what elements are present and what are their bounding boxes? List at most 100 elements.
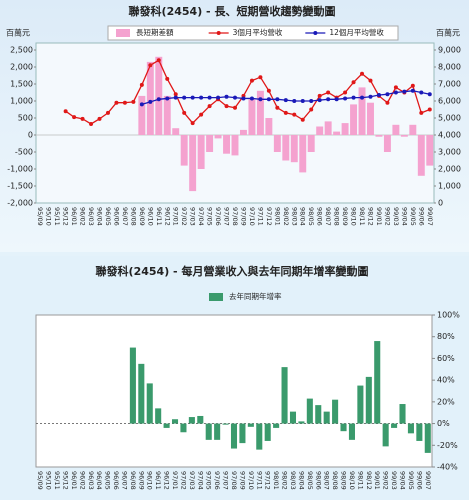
- point: [72, 115, 77, 120]
- point: [351, 80, 356, 85]
- point: [165, 76, 170, 81]
- y-tick-label: 1,000: [10, 97, 33, 106]
- point: [317, 98, 322, 103]
- x-tick-label: 96/07: [120, 471, 128, 490]
- x-tick-label: 95/11: [53, 207, 61, 226]
- bar: [264, 423, 271, 441]
- y2-tick-label: 5,000: [438, 114, 461, 123]
- x-tick-label: 97/10: [248, 207, 256, 226]
- point: [156, 97, 161, 102]
- point: [63, 109, 68, 114]
- bar: [316, 126, 324, 135]
- y2-tick-label: 7,000: [438, 80, 461, 89]
- point: [326, 97, 331, 102]
- y2-tick-label: 9,000: [438, 46, 461, 55]
- x-tick-label: 96/11: [155, 207, 163, 226]
- bar: [424, 423, 431, 453]
- x-tick-label: 97/02: [180, 207, 188, 226]
- point: [292, 99, 297, 103]
- y-tick-label: -20%: [437, 441, 458, 450]
- bar: [281, 367, 288, 424]
- x-tick-label: 97/07: [223, 207, 231, 226]
- x-tick-label: 96/09: [137, 471, 145, 490]
- bar: [248, 99, 256, 135]
- point: [199, 112, 204, 117]
- point: [393, 90, 398, 95]
- point: [233, 105, 237, 110]
- bar: [399, 404, 406, 424]
- x-tick-label: 96/08: [129, 471, 137, 490]
- point: [190, 95, 195, 100]
- x-tick-label: 98/05: [307, 207, 315, 226]
- bar: [146, 61, 154, 135]
- bar: [180, 135, 188, 166]
- bar: [350, 104, 358, 135]
- y-tick-label: -1,000: [7, 165, 33, 174]
- point: [97, 116, 102, 121]
- bar: [138, 95, 146, 135]
- x-tick-label: 98/06: [316, 207, 324, 226]
- point: [309, 107, 314, 112]
- y-tick-label: 20%: [437, 397, 455, 406]
- bar: [299, 135, 307, 173]
- point: [275, 105, 280, 110]
- bar: [323, 411, 330, 424]
- point: [326, 90, 331, 95]
- bar: [247, 423, 254, 427]
- x-tick-label: 98/05: [306, 471, 314, 490]
- bar: [367, 102, 374, 135]
- x-tick-label: 96/01: [70, 207, 78, 226]
- x-tick-label: 96/05: [104, 207, 112, 226]
- point: [343, 96, 348, 101]
- bar: [206, 135, 214, 152]
- x-tick-label: 98/07: [323, 471, 331, 490]
- bar: [189, 135, 197, 192]
- point: [410, 83, 415, 88]
- point: [385, 100, 390, 105]
- bar: [383, 135, 391, 152]
- x-tick-label: 96/05: [104, 471, 112, 490]
- x-tick-label: 99/01: [375, 207, 383, 226]
- point: [419, 110, 424, 115]
- x-tick-label: 96/03: [87, 207, 95, 226]
- x-tick-label: 96/06: [112, 471, 120, 490]
- point: [300, 117, 305, 122]
- y-tick-label: 100%: [437, 311, 460, 320]
- point: [368, 78, 373, 83]
- y2-tick-label: 8,000: [438, 63, 461, 72]
- bar: [348, 423, 355, 440]
- x-tick-label: 98/09: [340, 471, 348, 490]
- x-tick-label: 97/03: [189, 207, 197, 226]
- point: [182, 110, 187, 115]
- legend-label: 12個月平均營收: [329, 27, 384, 37]
- x-tick-label: 95/12: [61, 471, 69, 490]
- x-tick-label: 97/09: [238, 471, 246, 490]
- x-tick-label: 98/10: [348, 471, 356, 490]
- x-tick-label: 99/06: [417, 207, 425, 226]
- x-tick-label: 95/10: [45, 207, 53, 226]
- point: [385, 92, 390, 97]
- bar: [365, 376, 372, 424]
- point: [283, 98, 288, 103]
- bar: [333, 131, 341, 135]
- y-tick-label: -1,500: [7, 182, 33, 191]
- y-tick-label: 60%: [437, 354, 455, 363]
- x-tick-label: 96/08: [129, 207, 137, 226]
- y-tick-label: 500: [18, 114, 33, 123]
- x-tick-label: 97/11: [256, 207, 264, 226]
- x-tick-label: 98/07: [324, 207, 332, 226]
- x-tick-label: 97/02: [179, 471, 187, 490]
- x-tick-label: 96/12: [163, 207, 171, 226]
- point: [317, 93, 322, 98]
- point: [224, 94, 229, 99]
- x-tick-label: 98/02: [282, 207, 290, 226]
- plot-area: [35, 42, 435, 204]
- point: [139, 82, 144, 87]
- x-tick-label: 99/01: [373, 471, 381, 490]
- point: [148, 99, 153, 104]
- bar: [239, 129, 247, 135]
- point: [249, 78, 254, 83]
- x-tick-label: 97/05: [205, 471, 213, 490]
- y2-tick-label: 0: [438, 199, 443, 208]
- y-tick-label: -40%: [437, 463, 458, 472]
